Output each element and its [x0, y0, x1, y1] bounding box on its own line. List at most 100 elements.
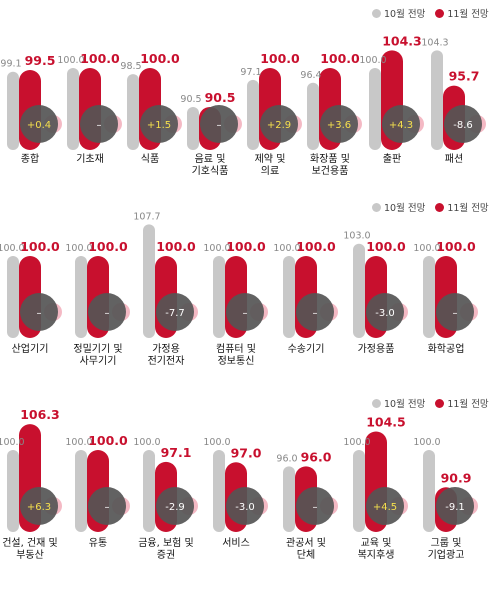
value-label-prev: 100.0 — [413, 437, 440, 448]
category-label: 유통 — [88, 538, 108, 549]
value-label-prev: 100.0 — [273, 243, 300, 254]
change-badge — [20, 487, 58, 525]
change-label: -2.9 — [165, 502, 185, 513]
category-label: 컴퓨터 및 정보통신 — [216, 344, 256, 367]
change-label: -9.1 — [445, 502, 465, 513]
change-label: +6.3 — [27, 502, 51, 513]
value-label-curr: 100.0 — [88, 433, 128, 448]
value-label-curr: 95.7 — [449, 69, 480, 84]
change-badge — [140, 105, 178, 143]
category-label: 건설, 건재 및 부동산 — [2, 538, 58, 561]
change-badge — [156, 293, 194, 331]
category-group: +0.4 99.1 99.5 — [0, 53, 62, 150]
bar-prev — [7, 256, 19, 338]
value-label-curr: 100.0 — [80, 51, 120, 66]
category-label: 음료 및 기호식품 — [191, 154, 229, 177]
value-label-prev: 97.1 — [240, 67, 261, 78]
change-badge — [200, 105, 238, 143]
value-label-prev: 100.0 — [0, 243, 25, 254]
category-label: 관공서 및 단체 — [286, 538, 326, 561]
category-label: 식품 — [140, 154, 160, 165]
value-label-curr: 106.3 — [20, 407, 60, 422]
value-label-curr: 100.0 — [436, 239, 476, 254]
value-label-prev: 107.7 — [133, 211, 160, 222]
value-label-curr: 100.0 — [260, 51, 300, 66]
bar-prev — [423, 450, 435, 532]
value-label-prev: 96.0 — [276, 453, 297, 464]
change-badge — [366, 487, 404, 525]
category-label: 화장품 및 보건용품 — [310, 154, 350, 177]
legend-prev-label: 10월 전망 — [384, 203, 426, 214]
change-badge — [366, 293, 404, 331]
bar-prev — [127, 74, 139, 150]
category-label: 교육 및 복지후생 — [357, 538, 395, 561]
change-badge — [226, 487, 264, 525]
category-label: 서비스 — [222, 538, 250, 549]
value-label-curr: 90.5 — [205, 90, 236, 105]
bar-prev — [75, 450, 87, 532]
bar-prev — [423, 256, 435, 338]
change-badge — [80, 105, 118, 143]
change-badge — [320, 105, 358, 143]
category-label: 금융, 보험 및 증권 — [138, 538, 194, 561]
bar-prev — [247, 79, 259, 150]
bar-prev — [67, 68, 79, 150]
category-group: -7.7 107.7 100.0 — [133, 211, 198, 338]
bar-prev — [75, 256, 87, 338]
change-label: +0.4 — [27, 120, 51, 131]
bar-prev — [283, 256, 295, 338]
legend-curr-swatch — [435, 9, 445, 18]
change-label: -8.6 — [453, 120, 473, 131]
change-badge — [444, 105, 482, 143]
category-label: 출판 — [382, 154, 402, 165]
change-label: +4.5 — [373, 502, 397, 513]
change-badge — [156, 487, 194, 525]
category-label: 패션 — [444, 154, 464, 165]
value-label-prev: 96.4 — [300, 70, 321, 81]
category-label: 정밀기기 및 사무기기 — [73, 344, 123, 367]
change-label: – — [313, 502, 318, 513]
chart-legend: 10월 전망 11월 전망 — [372, 396, 489, 410]
bar-prev — [369, 68, 381, 150]
value-label-prev: 100.0 — [65, 243, 92, 254]
value-label-prev: 100.0 — [0, 437, 25, 448]
value-label-curr: 100.0 — [366, 239, 406, 254]
value-label-prev: 100.0 — [413, 243, 440, 254]
legend-prev-label: 10월 전망 — [384, 9, 426, 20]
legend-prev-swatch — [372, 399, 381, 408]
chart-legend: 10월 전망 11월 전망 — [372, 200, 489, 214]
value-label-curr: 100.0 — [320, 51, 360, 66]
category-label: 가정용 전기전자 — [147, 344, 185, 367]
change-badge — [260, 105, 298, 143]
change-label: -3.0 — [235, 502, 255, 513]
category-group: – 90.5 90.5 — [180, 90, 242, 150]
legend-curr-label: 11월 전망 — [447, 203, 489, 214]
category-group: +6.3 100.0 106.3 — [0, 407, 62, 532]
change-label: – — [105, 502, 110, 513]
change-label: – — [37, 308, 42, 319]
category-group: -9.1 100.0 90.9 — [413, 437, 478, 532]
category-label: 가정용품 — [357, 344, 395, 355]
category-group: -3.0 100.097.0 — [203, 437, 268, 532]
bar-prev — [213, 256, 225, 338]
value-label-curr: 96.0 — [301, 449, 332, 464]
bar-prev — [213, 450, 225, 532]
value-label-prev: 100.0 — [57, 55, 84, 66]
change-badge — [88, 487, 126, 525]
category-group: -2.9 100.097.1 — [133, 437, 198, 532]
change-badge — [226, 293, 264, 331]
category-label: 화학공업 — [427, 344, 465, 355]
value-label-prev: 104.3 — [421, 37, 448, 48]
bar-prev — [307, 82, 319, 150]
change-badge — [296, 487, 334, 525]
legend-prev-swatch — [372, 9, 381, 18]
category-label: 제약 및 의료 — [254, 154, 286, 177]
value-label-curr: 100.0 — [140, 51, 180, 66]
value-label-curr: 104.3 — [382, 33, 422, 48]
